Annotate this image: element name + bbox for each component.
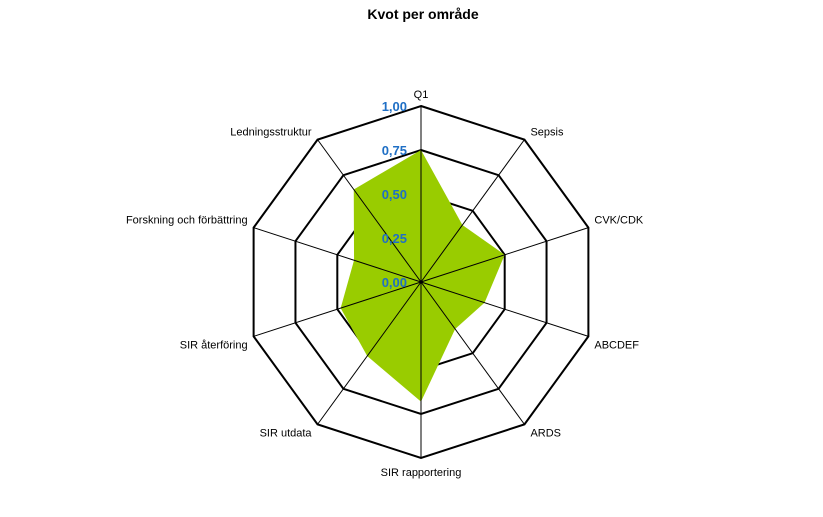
- tick-label: 0,50: [382, 187, 407, 202]
- axis-spoke: [317, 139, 422, 283]
- chart-title: Kvot per område: [367, 6, 479, 22]
- axis-label: Forskning och förbättring: [126, 215, 248, 227]
- axis-spoke: [420, 281, 525, 425]
- axis-label: SIR återföring: [180, 339, 248, 351]
- axis-spoke: [253, 281, 422, 337]
- series-area: [340, 150, 505, 402]
- axis-label: Sepsis: [530, 127, 564, 139]
- axis-label: SIR utdata: [260, 427, 313, 439]
- tick-label: 0,75: [382, 143, 407, 158]
- axis-label: SIR rapportering: [381, 467, 462, 479]
- axis-label: ARDS: [530, 427, 561, 439]
- axis-label: CVK/CDK: [594, 215, 644, 227]
- tick-labels: 0,00 0,25 0,50 0,75 1,00: [382, 99, 407, 290]
- tick-label: 1,00: [382, 99, 407, 114]
- axis-spoke: [420, 227, 589, 283]
- axis-labels: Q1 Sepsis CVK/CDK ABCDEF ARDS SIR rapporterin…: [126, 89, 644, 479]
- tick-label: 0,25: [382, 231, 407, 246]
- axis-label: ABCDEF: [594, 339, 639, 351]
- axis-spoke: [317, 281, 422, 425]
- axis-spoke: [420, 281, 589, 337]
- tick-label: 0,00: [382, 275, 407, 290]
- axis-label: Ledningsstruktur: [230, 127, 312, 139]
- axis-spoke: [420, 139, 525, 283]
- axis-label: Q1: [414, 89, 429, 101]
- axis-spoke: [253, 227, 422, 283]
